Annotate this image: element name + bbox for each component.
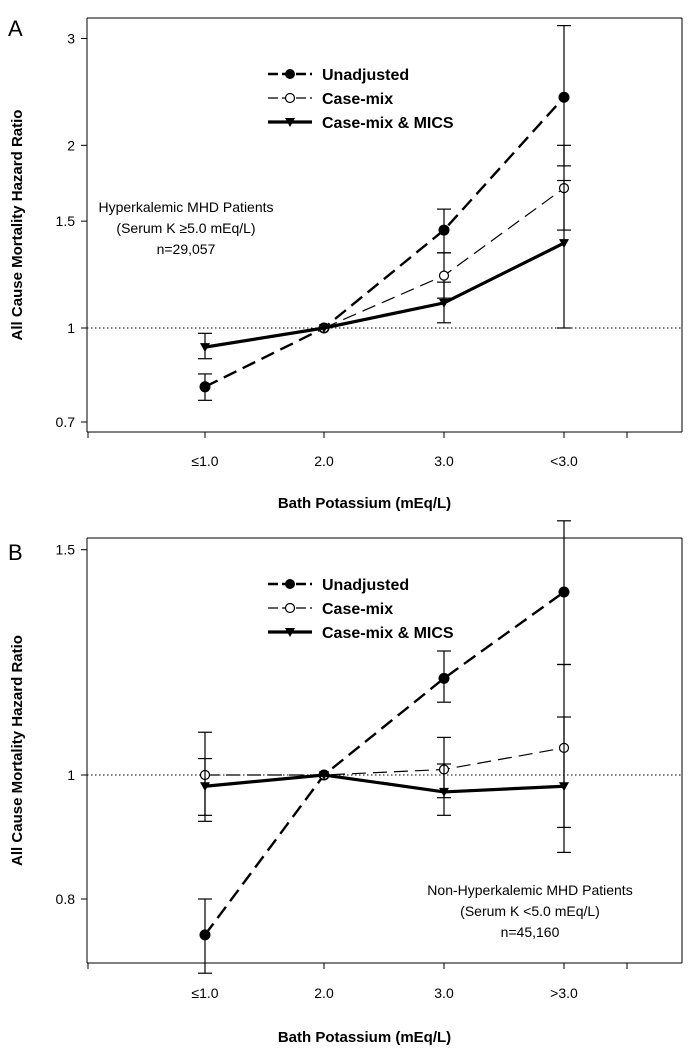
- x-tick-label: <3.0: [550, 453, 578, 469]
- series-line: [204, 591, 565, 936]
- series-case-mix-mics: Case-mix & MICS: [198, 115, 571, 360]
- y-tick-label: 1.5: [56, 542, 76, 558]
- series-line: [205, 747, 565, 776]
- data-point: [559, 782, 569, 792]
- x-tick-label: ≤1.0: [191, 453, 218, 469]
- data-point: [559, 239, 569, 249]
- y-tick-label: 3: [67, 30, 75, 46]
- annotation-text: n=29,057: [157, 241, 216, 257]
- series-unadjusted: Unadjusted: [198, 520, 571, 974]
- data-point: [200, 343, 210, 353]
- data-point: [438, 672, 450, 684]
- y-tick-label: 1.5: [56, 213, 76, 229]
- data-point: [319, 324, 329, 333]
- annotation-text: Hyperkalemic MHD Patients: [98, 199, 273, 215]
- legend-marker: [285, 69, 295, 79]
- data-point: [200, 782, 210, 792]
- panel-letter: A: [8, 16, 23, 41]
- annotation-text: Non-Hyperkalemic MHD Patients: [427, 882, 632, 898]
- series-case-mix: Case-mix: [198, 601, 571, 829]
- annotation-text: (Serum K <5.0 mEq/L): [460, 903, 600, 919]
- data-point: [439, 298, 449, 308]
- annotation-text: n=45,160: [501, 924, 560, 940]
- chart-panel-a: A 0.7 1 1.5 2 3 ≤1.0 2.0 3.0 <3.0 All Cause Mortal…: [8, 16, 683, 512]
- data-point: [558, 91, 570, 103]
- data-point: [319, 771, 329, 780]
- x-tick-label: 3.0: [434, 453, 454, 469]
- legend-label: Unadjusted: [322, 577, 409, 594]
- data-point: [439, 787, 449, 797]
- legend-label: Case-mix: [322, 601, 393, 618]
- series-line: [204, 96, 565, 388]
- x-tick-label: ≤1.0: [191, 985, 218, 1001]
- chart-panel-b: B 0.8 1 1.5 ≤1.0 2.0 3.0 >3.0 All Cause Mortalit…: [8, 520, 683, 1046]
- y-tick-label: 2: [67, 137, 75, 153]
- data-point: [558, 586, 570, 598]
- y-axis-label: All Cause Mortality Hazard Ratio: [9, 110, 26, 341]
- data-point: [438, 224, 450, 236]
- x-tick-label: 2.0: [314, 453, 334, 469]
- x-axis-label: Bath Potassium (mEq/L): [278, 1029, 451, 1046]
- legend-label: Unadjusted: [322, 67, 409, 84]
- data-point: [438, 270, 450, 281]
- x-tick-label: >3.0: [550, 985, 578, 1001]
- x-axis-label: Bath Potassium (mEq/L): [278, 495, 451, 512]
- panel-letter: B: [8, 540, 23, 565]
- series-case-mix-mics: Case-mix & MICS: [198, 625, 571, 853]
- legend-marker: [284, 602, 296, 614]
- series-line: [204, 241, 565, 349]
- legend-marker: [285, 579, 295, 589]
- legend-label: Case-mix & MICS: [322, 625, 454, 642]
- data-point: [199, 929, 211, 941]
- legend-label: Case-mix & MICS: [322, 115, 454, 132]
- series-line: [204, 773, 565, 794]
- y-axis-label: All Cause Mortality Hazard Ratio: [9, 635, 26, 866]
- y-tick-label: 1: [67, 767, 75, 783]
- y-tick-label: 1: [67, 320, 75, 336]
- series-unadjusted: Unadjusted: [198, 25, 571, 401]
- data-point: [199, 381, 211, 393]
- annotation-text: (Serum K ≥5.0 mEq/L): [116, 220, 255, 236]
- x-tick-label: 3.0: [434, 985, 454, 1001]
- legend-label: Case-mix: [322, 91, 393, 108]
- y-tick-label: 0.8: [56, 891, 76, 907]
- y-tick-label: 0.7: [56, 414, 76, 430]
- legend-marker: [285, 118, 295, 127]
- legend-marker: [284, 92, 296, 104]
- x-tick-label: 2.0: [314, 985, 334, 1001]
- legend-marker: [285, 628, 295, 637]
